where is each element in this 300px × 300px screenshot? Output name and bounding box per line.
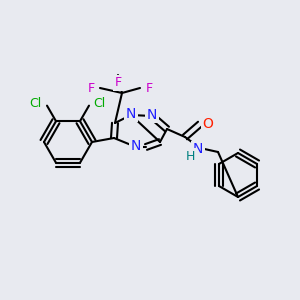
Text: N: N bbox=[131, 139, 141, 153]
Text: N: N bbox=[126, 107, 136, 121]
Text: N: N bbox=[193, 142, 203, 156]
Text: F: F bbox=[87, 82, 94, 94]
Text: H: H bbox=[185, 149, 195, 163]
Text: F: F bbox=[114, 76, 122, 89]
Text: O: O bbox=[202, 117, 213, 131]
Text: F: F bbox=[146, 82, 153, 94]
Text: Cl: Cl bbox=[29, 97, 41, 110]
Text: Cl: Cl bbox=[93, 97, 105, 110]
Text: N: N bbox=[147, 108, 157, 122]
